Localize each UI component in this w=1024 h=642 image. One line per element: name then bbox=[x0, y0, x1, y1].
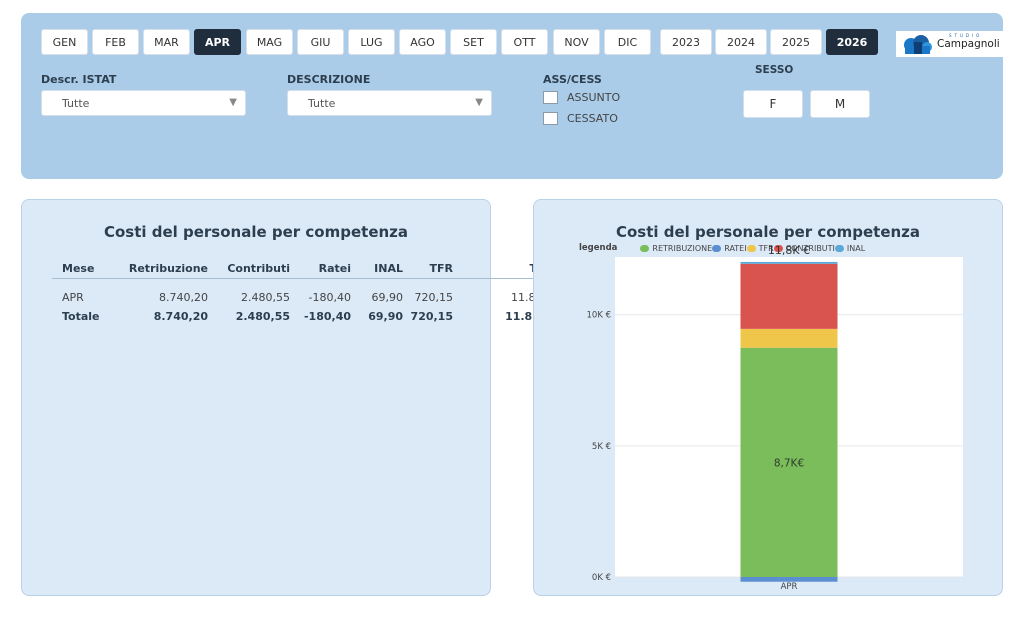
descrizione-label: DESCRIZIONE bbox=[287, 73, 371, 86]
table-cell: 69,90 bbox=[371, 291, 404, 304]
sesso-f-button[interactable]: F bbox=[743, 90, 803, 118]
year-button-2025[interactable]: 2025 bbox=[770, 29, 822, 55]
month-button-apr[interactable]: APR bbox=[194, 29, 241, 55]
table-card: Costi del personale per competenza Mese R… bbox=[21, 199, 594, 596]
studio-campagnoli-logo: STUDIO Campagnoli bbox=[896, 31, 1003, 57]
legend-label: RETRIBUZIONE bbox=[652, 243, 713, 253]
sesso-label: SESSO bbox=[755, 64, 794, 76]
total-cell: 69,90 bbox=[368, 310, 403, 323]
total-cell: 720,15 bbox=[410, 310, 453, 323]
month-button-ago[interactable]: AGO bbox=[399, 29, 446, 55]
legend-item-retribuzione[interactable]: RETRIBUZIONE bbox=[640, 244, 712, 253]
table-cell: 8.740,20 bbox=[159, 291, 208, 304]
total-cell: 8.740,20 bbox=[153, 310, 208, 323]
legend-swatch bbox=[834, 244, 844, 252]
legend-swatch bbox=[712, 244, 722, 252]
logo-icon bbox=[904, 35, 932, 54]
legend-swatch bbox=[773, 244, 783, 252]
year-button-2024[interactable]: 2024 bbox=[715, 29, 767, 55]
column-header-mese: Mese bbox=[62, 262, 95, 275]
y-tick-label: 5K € bbox=[592, 442, 611, 452]
column-header-contributi: Contributi bbox=[227, 262, 290, 275]
istat-dropdown[interactable]: Tutte ▼ bbox=[41, 90, 246, 116]
bar-data-label: 8,7K€ bbox=[774, 457, 804, 469]
chart-title: Costi del personale per competenza bbox=[615, 223, 921, 241]
chevron-down-icon: ▼ bbox=[475, 97, 483, 108]
legend-label: TFR bbox=[758, 243, 774, 253]
y-tick-label: 0K € bbox=[592, 573, 611, 583]
checkbox-box[interactable] bbox=[543, 112, 558, 125]
logo-name: Campagnoli bbox=[937, 38, 1000, 50]
cessato-label: CESSATO bbox=[567, 112, 618, 125]
istat-dropdown-value: Tutte bbox=[62, 96, 90, 110]
month-button-gen[interactable]: GEN bbox=[41, 29, 88, 55]
bar-segment-tfr[interactable] bbox=[740, 328, 838, 348]
x-tick-label: APR bbox=[781, 582, 798, 592]
table-title: Costi del personale per competenza bbox=[103, 223, 409, 241]
total-cell: 2.480,55 bbox=[235, 310, 290, 323]
bar-segment-ratei[interactable] bbox=[740, 577, 838, 582]
legend-item-contributi[interactable]: CONTRIBUTI bbox=[773, 243, 835, 253]
column-header-retribuzione: Retribuzione bbox=[128, 262, 208, 275]
table-header-rule bbox=[52, 278, 594, 279]
table-cell: -180,40 bbox=[308, 291, 351, 304]
chevron-down-icon: ▼ bbox=[229, 97, 237, 108]
total-cell: Totale bbox=[62, 310, 100, 323]
bar-segment-contributi[interactable] bbox=[740, 263, 838, 329]
legend-swatch bbox=[640, 244, 650, 252]
month-button-dic[interactable]: DIC bbox=[604, 29, 651, 55]
descrizione-dropdown-value: Tutte bbox=[308, 96, 336, 110]
filter-panel: STUDIO Campagnoli Descr. ISTAT Tutte ▼ D… bbox=[21, 13, 1003, 179]
stacked-bar-chart: 0K € 5K € 10K € 11,8K € 8,7K€ APR bbox=[587, 244, 963, 592]
sesso-m-button[interactable]: M bbox=[810, 90, 870, 118]
legend-title: legenda bbox=[579, 243, 618, 253]
legend-label: CONTRIBUTI bbox=[785, 243, 835, 253]
assunto-label: ASSUNTO bbox=[567, 91, 621, 104]
y-tick-label: 10K € bbox=[587, 311, 612, 321]
legend-label: INAL bbox=[846, 243, 866, 253]
year-button-2023[interactable]: 2023 bbox=[660, 29, 712, 55]
total-cell: -180,40 bbox=[303, 310, 351, 323]
month-button-nov[interactable]: NOV bbox=[553, 29, 600, 55]
month-button-mag[interactable]: MAG bbox=[246, 29, 293, 55]
descrizione-dropdown[interactable]: Tutte ▼ bbox=[287, 90, 492, 116]
table-cell: APR bbox=[62, 291, 84, 304]
month-button-feb[interactable]: FEB bbox=[92, 29, 139, 55]
column-header-ratei: Ratei bbox=[318, 262, 351, 275]
logo-word: STUDIO Campagnoli bbox=[937, 33, 1000, 50]
column-header-tfr: TFR bbox=[429, 262, 454, 275]
bar-segment-retribuzione[interactable] bbox=[740, 347, 838, 577]
cessato-checkbox[interactable]: CESSATO bbox=[543, 112, 618, 125]
month-button-giu[interactable]: GIU bbox=[297, 29, 344, 55]
bar-segment-inal[interactable] bbox=[740, 261, 838, 264]
year-button-2026[interactable]: 2026 bbox=[826, 29, 878, 55]
month-button-set[interactable]: SET bbox=[450, 29, 497, 55]
table-cell: 720,15 bbox=[414, 291, 454, 304]
istat-label: Descr. ISTAT bbox=[41, 73, 117, 86]
assunto-checkbox[interactable]: ASSUNTO bbox=[543, 91, 620, 104]
month-button-lug[interactable]: LUG bbox=[348, 29, 395, 55]
bar-total-label: 11,8K € bbox=[768, 244, 810, 257]
legend-item-ratei[interactable]: RATEI bbox=[712, 243, 747, 253]
month-button-mar[interactable]: MAR bbox=[143, 29, 190, 55]
legend-label: RATEI bbox=[724, 243, 747, 253]
month-button-ott[interactable]: OTT bbox=[501, 29, 548, 55]
asscess-label: ASS/CESS bbox=[543, 73, 602, 86]
legend-item-tfr[interactable]: TFR bbox=[746, 243, 774, 253]
checkbox-box[interactable] bbox=[543, 91, 558, 104]
logo-small-text: STUDIO bbox=[949, 33, 983, 38]
column-header-inal: INAL bbox=[374, 262, 403, 275]
chart-card: Costi del personale per competenza legen… bbox=[533, 199, 1003, 596]
table-cell: 2.480,55 bbox=[241, 291, 290, 304]
legend-item-inal[interactable]: INAL bbox=[834, 243, 866, 253]
chart-legend: legenda RETRIBUZIONE RATEI TFR CONTRIBUTI IN… bbox=[579, 243, 865, 253]
legend-swatch bbox=[746, 244, 756, 252]
